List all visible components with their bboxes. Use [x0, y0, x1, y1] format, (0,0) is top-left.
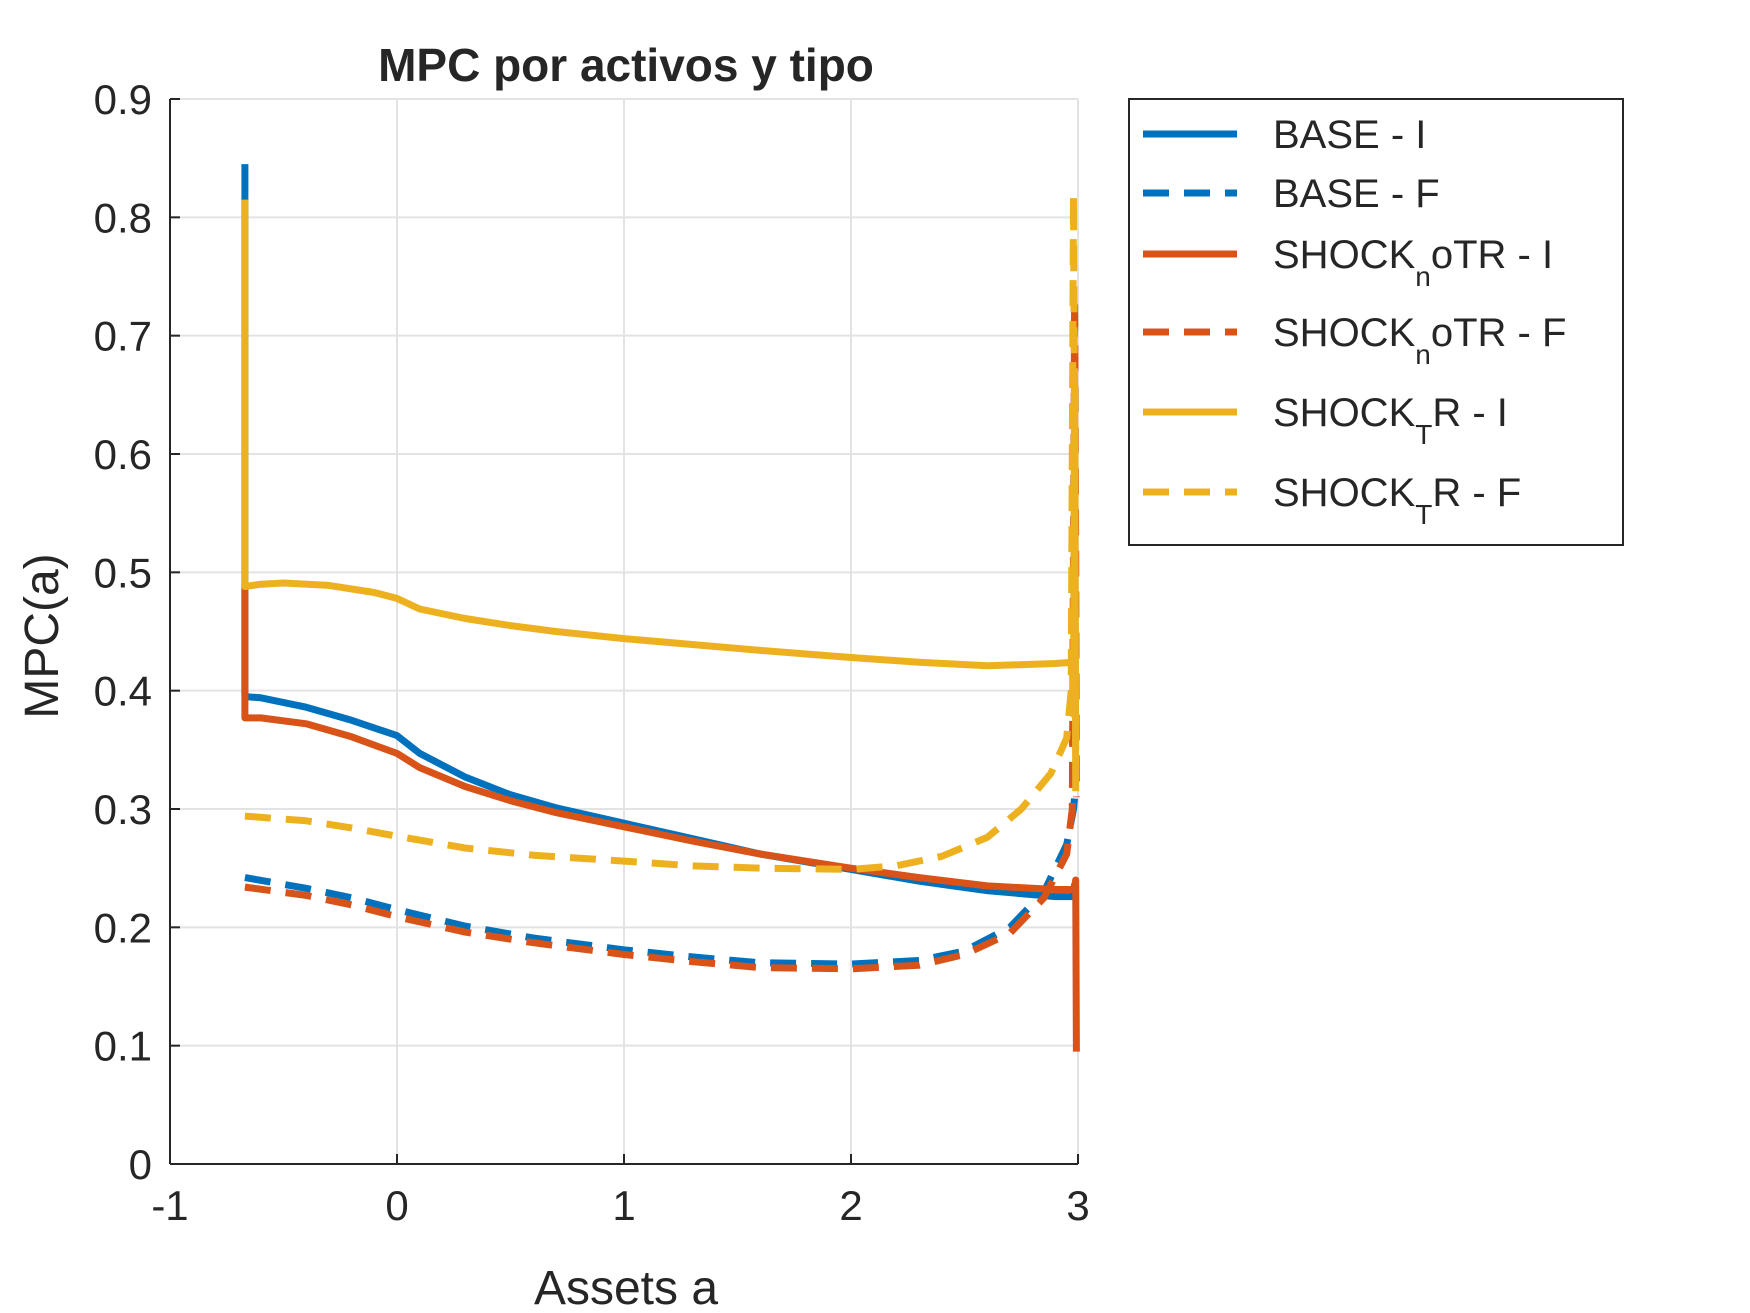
series-line-2 [244, 784, 1080, 968]
series-lines [241, 164, 1080, 1052]
legend: BASE - I BASE - F SHOCKnoTR - I SHOCKnoTR -… [1128, 98, 1624, 546]
y-tick-label: 0.9 [94, 76, 152, 123]
series-line-4 [244, 296, 1080, 973]
y-tick-label: 0 [129, 1141, 152, 1188]
legend-label-6: SHOCKTR - F [1273, 471, 1521, 530]
x-tick-label: 1 [612, 1182, 635, 1229]
legend-box [1128, 98, 1624, 546]
x-axis-label: Assets a [534, 1262, 718, 1313]
x-tick-label: -1 [151, 1182, 188, 1229]
y-tick-label: 0.5 [94, 549, 152, 596]
legend-label-4: SHOCKnoTR - F [1273, 311, 1566, 370]
legend-label-3: SHOCKnoTR - I [1273, 233, 1553, 292]
y-tick-label: 0.7 [94, 313, 152, 360]
y-tick-label: 0.3 [94, 786, 152, 833]
y-axis-label: MPC(a) [16, 553, 69, 718]
legend-label-5: SHOCKTR - I [1273, 391, 1508, 450]
y-tick-label: 0.2 [94, 904, 152, 951]
series-line-3 [241, 584, 1080, 1052]
tick-labels: -1 0 1 2 300.10.20.30.40.50.60.70.80.9 [94, 76, 1090, 1229]
y-tick-label: 0.6 [94, 431, 152, 478]
legend-label-1: BASE - I [1273, 113, 1426, 157]
y-tick-label: 0.1 [94, 1023, 152, 1070]
chart-title: MPC por activos y tipo [378, 39, 874, 91]
series-line-6 [244, 190, 1080, 873]
x-tick-label: 0 [385, 1182, 408, 1229]
y-tick-label: 0.8 [94, 194, 152, 241]
y-tick-label: 0.4 [94, 668, 152, 715]
series-line-5 [241, 199, 1080, 792]
x-tick-label: 3 [1066, 1182, 1089, 1229]
x-tick-label: 2 [839, 1182, 862, 1229]
axes [169, 98, 1079, 1165]
legend-label-2: BASE - F [1273, 172, 1440, 216]
grid [169, 98, 1079, 1165]
